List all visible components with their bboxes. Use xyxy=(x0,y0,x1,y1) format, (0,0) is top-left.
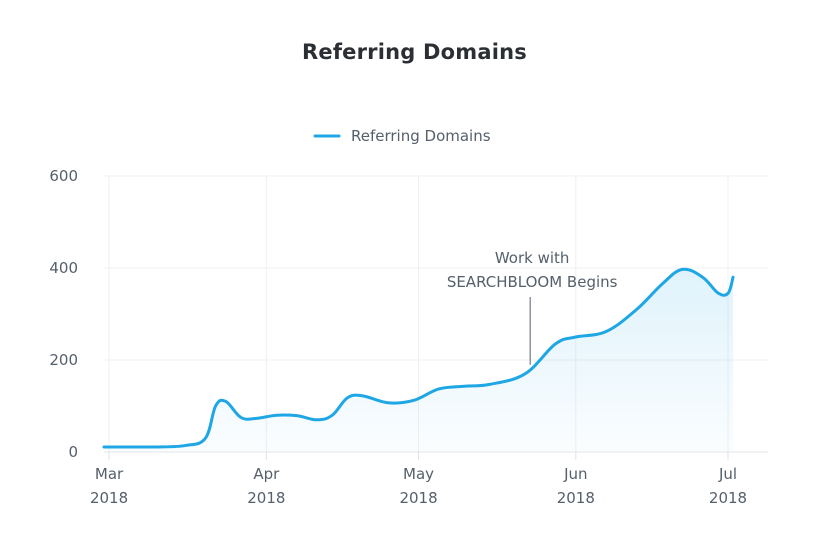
x-tick-label-year: 2018 xyxy=(399,489,437,507)
x-tick-label-month: Jul xyxy=(718,465,737,483)
y-tick-label: 600 xyxy=(49,167,78,185)
annotation-text-line: SEARCHBLOOM Begins xyxy=(447,273,618,291)
legend-label: Referring Domains xyxy=(351,127,491,145)
x-tick-label-year: 2018 xyxy=(247,489,285,507)
x-tick-label-month: Jun xyxy=(563,465,587,483)
x-tick-label-month: Mar xyxy=(95,465,124,483)
annotation-text-line: Work with xyxy=(495,249,570,267)
legend: Referring Domains xyxy=(313,127,491,145)
series-area-referring-domains xyxy=(104,269,734,452)
series-line-referring-domains xyxy=(102,267,735,449)
y-tick-label: 200 xyxy=(49,351,78,369)
x-tick-label-year: 2018 xyxy=(557,489,595,507)
y-tick-label: 0 xyxy=(68,443,78,461)
x-tick-label-month: Apr xyxy=(253,465,280,483)
y-tick-label: 400 xyxy=(49,259,78,277)
chart-title: Referring Domains xyxy=(302,40,527,64)
x-tick-label-month: May xyxy=(403,465,434,483)
x-tick-label-year: 2018 xyxy=(709,489,747,507)
x-tick-label-year: 2018 xyxy=(90,489,128,507)
